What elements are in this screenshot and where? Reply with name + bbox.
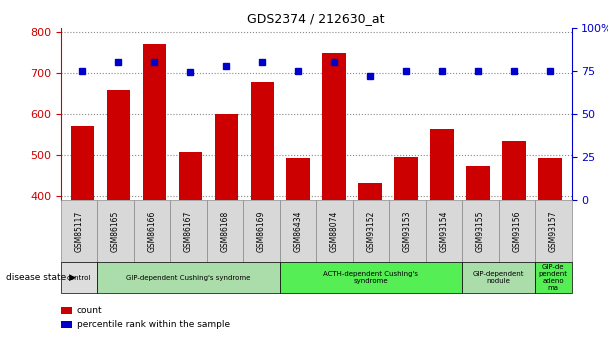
Text: disease state ▶: disease state ▶ [6, 273, 76, 282]
Text: GSM85117: GSM85117 [75, 210, 83, 252]
Text: GSM86168: GSM86168 [221, 210, 229, 252]
Bar [143, 44, 166, 345]
Bar [502, 141, 526, 345]
Bar [215, 114, 238, 345]
Text: GIP-dependent
nodule: GIP-dependent nodule [473, 271, 524, 284]
Bar [359, 183, 382, 345]
Bar [538, 158, 562, 345]
Bar [250, 82, 274, 345]
Bar [395, 157, 418, 345]
Bar [466, 166, 489, 345]
Bar [286, 158, 310, 345]
Text: GIP-de
pendent
adeno
ma: GIP-de pendent adeno ma [539, 264, 568, 291]
Text: GIP-dependent Cushing's syndrome: GIP-dependent Cushing's syndrome [126, 275, 250, 281]
Text: GSM93154: GSM93154 [440, 210, 448, 252]
Text: percentile rank within the sample: percentile rank within the sample [77, 320, 230, 329]
Text: GSM93157: GSM93157 [549, 210, 558, 252]
Text: GSM86166: GSM86166 [148, 210, 156, 252]
Text: GSM86169: GSM86169 [257, 210, 266, 252]
Text: GSM86165: GSM86165 [111, 210, 120, 252]
Bar [430, 129, 454, 345]
Text: GSM93156: GSM93156 [513, 210, 521, 252]
Bar [179, 152, 202, 345]
Bar [71, 126, 94, 345]
Text: GSM93153: GSM93153 [403, 210, 412, 252]
Bar [106, 90, 130, 345]
Text: GSM86434: GSM86434 [294, 210, 302, 252]
Title: GDS2374 / 212630_at: GDS2374 / 212630_at [247, 12, 385, 25]
Text: GSM93152: GSM93152 [367, 210, 375, 252]
Text: control: control [67, 275, 91, 281]
Text: count: count [77, 306, 102, 315]
Text: GSM88074: GSM88074 [330, 210, 339, 252]
Bar [322, 53, 346, 345]
Text: GSM93155: GSM93155 [476, 210, 485, 252]
Text: GSM86167: GSM86167 [184, 210, 193, 252]
Text: ACTH-dependent Cushing's
syndrome: ACTH-dependent Cushing's syndrome [323, 271, 418, 284]
